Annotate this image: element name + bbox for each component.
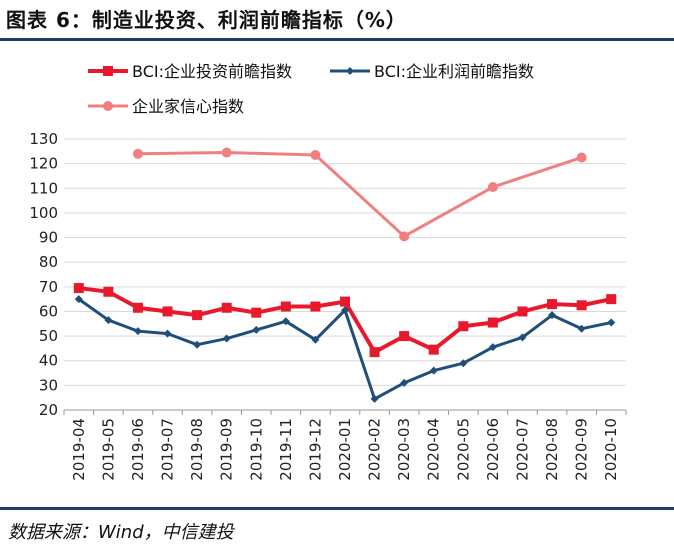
x-axis: 2019-04 2019-05 2019-06 2019-07 2019-08 2019-…	[63, 410, 627, 481]
data-point	[458, 321, 469, 332]
data-point	[370, 394, 379, 403]
x-tick-label: 2019-12	[306, 418, 324, 481]
x-tick-label: 2019-04	[70, 418, 88, 481]
series-lines	[77, 151, 612, 401]
data-point	[607, 318, 616, 327]
data-point	[428, 344, 439, 355]
data-point	[163, 329, 172, 338]
y-tick-label: 50	[39, 327, 58, 345]
x-tick-label: 2020-04	[425, 418, 443, 481]
x-tick-label: 2019-09	[218, 418, 236, 481]
y-tick-label: 80	[39, 253, 58, 271]
data-point	[252, 325, 261, 334]
y-tick-label: 90	[39, 229, 58, 247]
y-tick-label: 110	[29, 179, 58, 197]
data-point	[340, 296, 350, 307]
top-rule	[0, 38, 674, 41]
data-point	[487, 317, 498, 328]
data-point	[518, 333, 527, 342]
data-point	[487, 182, 498, 193]
legend-label: BCI:企业投资前瞻指数	[132, 62, 292, 81]
y-tick-label: 60	[39, 302, 58, 320]
x-tick-label: 2019-05	[99, 418, 117, 481]
x-tick-label: 2020-09	[573, 418, 591, 481]
x-tick-label: 2019-06	[129, 418, 147, 481]
data-point	[369, 347, 380, 358]
data-point	[399, 231, 410, 242]
y-tick-label: 20	[39, 401, 58, 419]
legend-marker	[103, 101, 113, 111]
legend-marker	[103, 66, 113, 76]
data-point	[222, 334, 231, 343]
data-point	[548, 311, 557, 320]
y-tick-label: 120	[29, 155, 58, 173]
data-point	[221, 147, 232, 158]
data-point	[341, 306, 349, 315]
x-tick-label: 2020-01	[336, 418, 354, 481]
figure-title: 图表 6：制造业投资、利润前瞻指标（%）	[6, 8, 407, 32]
data-point	[547, 299, 558, 310]
bottom-rule	[0, 507, 674, 510]
data-point	[577, 324, 586, 333]
y-tick-label: 70	[39, 278, 58, 296]
y-tick-label: 130	[29, 130, 58, 148]
data-point	[133, 327, 142, 336]
data-point	[104, 316, 113, 325]
y-tick-label: 100	[29, 204, 58, 222]
series-line	[137, 151, 583, 238]
data-point	[74, 295, 83, 304]
y-tick-label: 30	[39, 376, 58, 394]
data-point	[281, 317, 290, 326]
data-point	[488, 343, 497, 352]
y-tick-label: 40	[39, 352, 58, 370]
data-point	[576, 152, 587, 163]
x-tick-label: 2020-02	[366, 418, 384, 481]
x-tick-label: 2019-11	[277, 418, 295, 481]
y-axis: 20 30 40 50 60 70 80 90 100 110 120 130	[29, 130, 58, 419]
series-markers	[73, 147, 617, 403]
legend-label: BCI:企业利润前瞻指数	[374, 62, 534, 81]
data-point	[251, 307, 262, 318]
data-point	[73, 283, 84, 294]
x-tick-label: 2019-07	[159, 418, 177, 481]
legend-label: 企业家信心指数	[132, 97, 244, 116]
data-point	[399, 331, 410, 342]
data-point	[192, 310, 203, 321]
data-point	[310, 150, 321, 161]
data-point	[459, 359, 468, 368]
data-point	[103, 286, 114, 297]
grid	[64, 138, 626, 411]
data-point	[429, 366, 438, 375]
x-tick-label: 2020-06	[484, 418, 502, 481]
x-tick-label: 2019-08	[188, 418, 206, 481]
data-point	[162, 306, 173, 317]
data-point	[193, 340, 202, 349]
x-tick-label: 2020-10	[602, 418, 620, 481]
x-tick-label: 2020-08	[543, 418, 561, 481]
data-point	[280, 301, 291, 312]
data-point	[517, 306, 528, 317]
x-tick-label: 2020-07	[513, 418, 531, 481]
source-note: 数据来源：Wind，中信建投	[8, 522, 234, 543]
data-point	[606, 294, 617, 305]
data-point	[132, 148, 143, 159]
data-point	[311, 335, 320, 344]
data-point	[310, 301, 321, 312]
legend-marker	[346, 67, 354, 75]
data-point	[576, 300, 587, 311]
data-point	[400, 378, 409, 387]
data-point	[132, 302, 143, 313]
x-tick-label: 2019-10	[247, 418, 265, 481]
x-tick-label: 2020-03	[395, 418, 413, 481]
x-tick-label: 2020-05	[454, 418, 472, 481]
data-point	[221, 302, 232, 313]
